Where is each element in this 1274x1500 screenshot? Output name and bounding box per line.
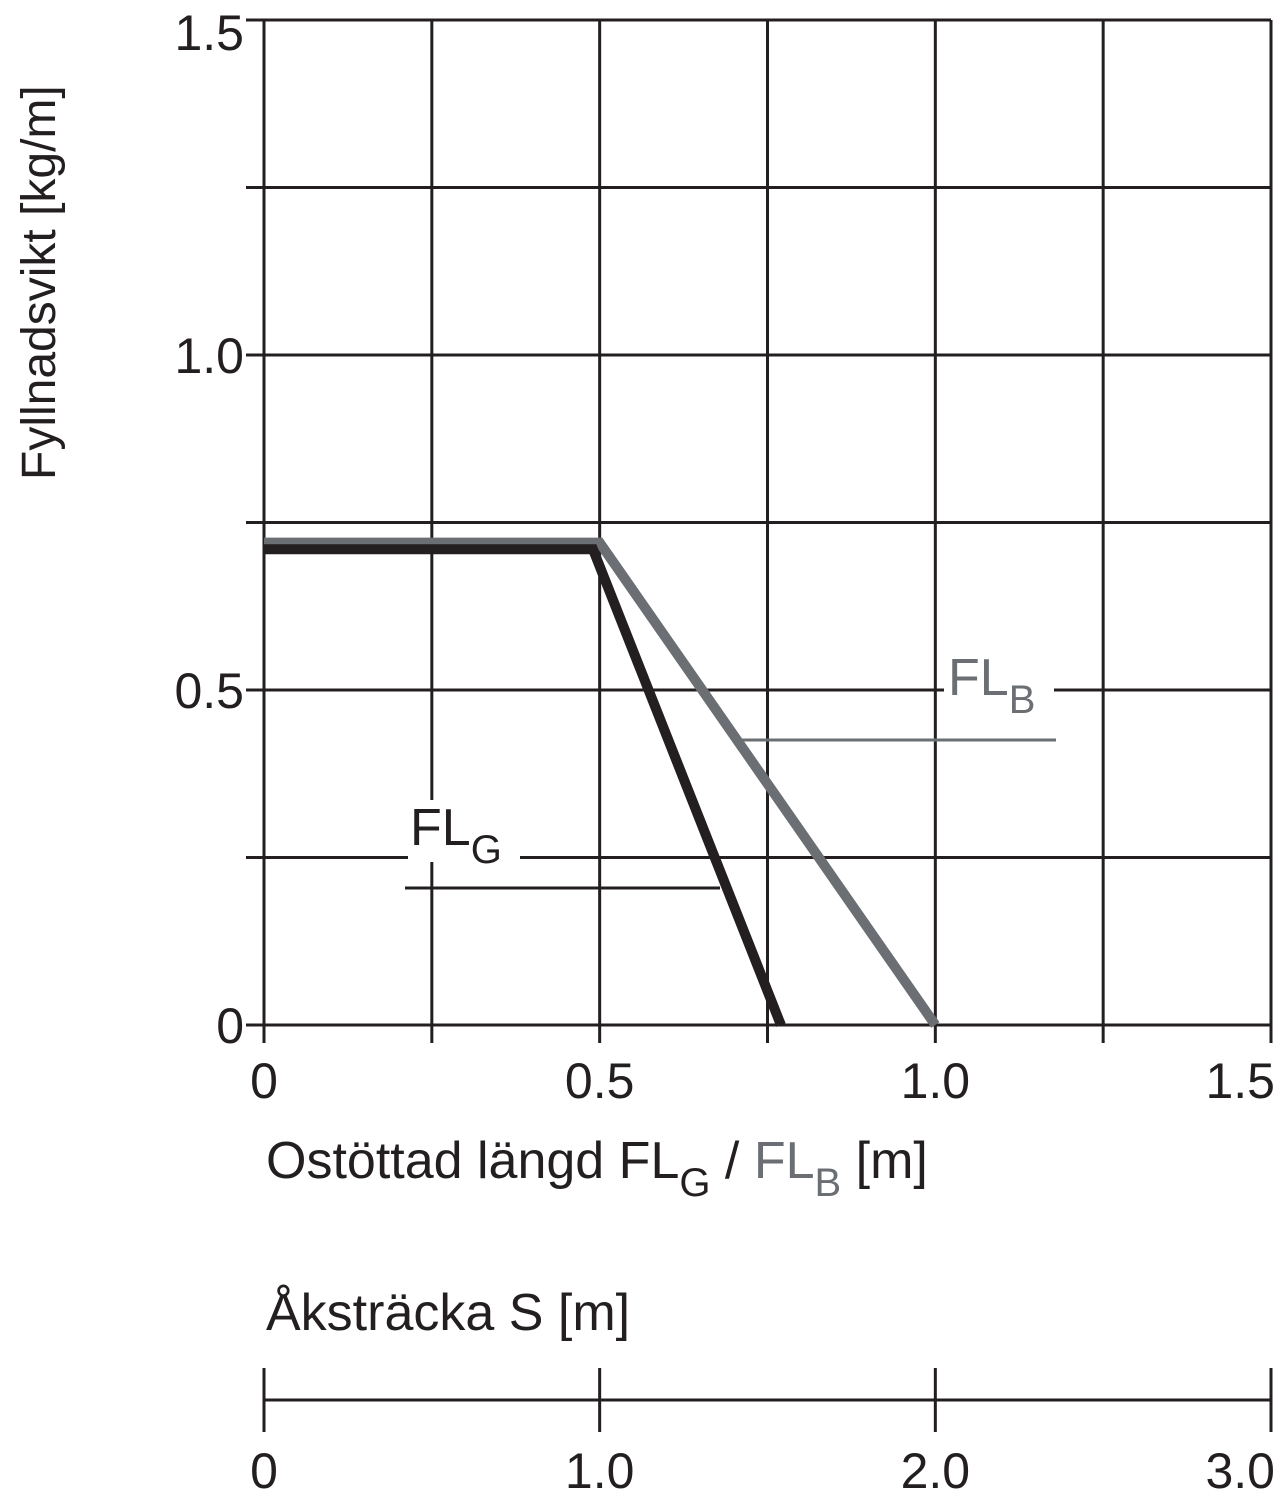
series-line-fl-g [264,544,786,1027]
y-tick-label: 1.5 [174,5,244,61]
x-axis-label: Ostöttad längd FLG / FLB [m] [266,1132,928,1205]
fl-g-label-bg [408,800,520,862]
secondary-tick-label: 0 [250,1443,278,1499]
x-tick-label: 0 [250,1053,278,1109]
x-tick-label: 1.5 [1205,1053,1274,1109]
y-tick-label: 0 [216,998,244,1054]
y-axis-label: Fyllnadsvikt [kg/m] [13,85,66,480]
fl-b-label: FLB [948,649,1035,722]
fl-b-label-bg [944,650,1054,710]
secondary-tick-label: 2.0 [901,1443,971,1499]
secondary-axis-label: Åksträcka S [m] [266,1284,630,1342]
series-lines [264,537,940,1028]
x-tick-label: 1.0 [901,1053,971,1109]
grid [246,18,1273,1043]
series-line-fl-b [264,537,940,1028]
tick-labels: 0 0.5 1.0 1.5 0 0.5 1.0 1.5 [174,5,1274,1109]
y-tick-label: 1.0 [174,328,244,384]
secondary-tick-label: 3.0 [1205,1443,1274,1499]
secondary-tick-label: 1.0 [565,1443,635,1499]
x-tick-label: 0.5 [565,1053,635,1109]
secondary-axis: 0 1.0 2.0 3.0 [250,1368,1274,1499]
fl-g-label: FLG [410,799,502,872]
y-tick-label: 0.5 [174,663,244,719]
